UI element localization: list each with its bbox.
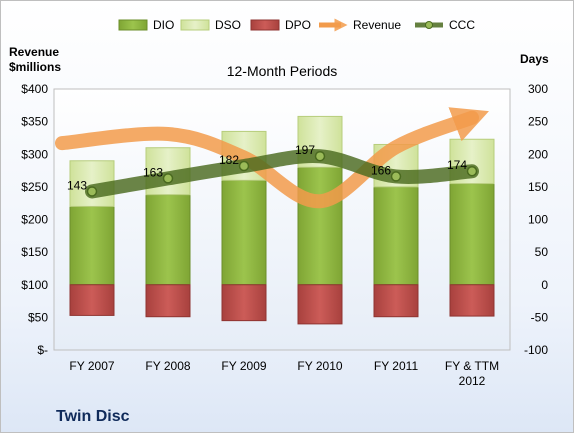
right-tick-label: 0 xyxy=(541,278,548,292)
legend-swatch xyxy=(180,19,210,31)
bar-dio-2 xyxy=(221,179,267,286)
ccc-label-2: 182 xyxy=(219,153,239,167)
legend-item-dpo: DPO xyxy=(250,18,311,32)
bar-dpo-5 xyxy=(449,284,495,317)
right-tick-label: 200 xyxy=(528,147,548,161)
right-axis-title: Days xyxy=(520,52,549,66)
right-tick-label: 150 xyxy=(528,180,548,194)
left-tick-label: $100 xyxy=(21,278,48,292)
series-lines: 143 163 182 197 166 174 xyxy=(55,107,489,209)
bar-dpo-3 xyxy=(297,284,343,325)
category-labels: FY 2007 FY 2008 FY 2009 FY 2010 FY 2011 FY & … xyxy=(69,359,499,388)
right-tick-label: 100 xyxy=(528,213,548,227)
legend-swatch xyxy=(118,19,148,31)
legend-label: DSO xyxy=(215,18,241,32)
bar-dpo-4 xyxy=(373,284,419,318)
right-axis-ticks: -100 -50 0 50 100 150 200 250 300 xyxy=(524,82,548,357)
left-tick-label: $350 xyxy=(21,115,48,129)
bar-dpo-2 xyxy=(221,284,267,322)
category-label-5: FY & TTM 2012 xyxy=(445,359,499,388)
ccc-line xyxy=(85,148,479,199)
legend-item-dso: DSO xyxy=(180,18,241,32)
legend-marker xyxy=(425,21,433,29)
ccc-label-4: 166 xyxy=(371,163,391,177)
left-tick-label: $300 xyxy=(21,147,48,161)
bar-dpo-0 xyxy=(69,284,115,316)
legend: DIO DSO DPO Revenue CCC xyxy=(118,18,475,32)
right-tick-label: -50 xyxy=(531,310,549,324)
ccc-label-3: 197 xyxy=(295,143,315,157)
bar-dio-0 xyxy=(69,205,115,286)
left-tick-label: $50 xyxy=(28,310,48,324)
left-axis-ticks: $- $50 $100 $150 $200 $250 $300 $350 $400 xyxy=(21,82,48,357)
right-tick-label: -100 xyxy=(524,343,548,357)
ccc-label-1: 163 xyxy=(143,165,163,179)
chart-title: 12-Month Periods xyxy=(227,63,338,79)
category-label-3: FY 2010 xyxy=(297,359,342,373)
right-tick-label: 300 xyxy=(528,82,548,96)
bar-dio-4 xyxy=(373,186,419,286)
category-label-2: FY 2009 xyxy=(221,359,266,373)
revenue-line xyxy=(55,107,489,209)
legend-item-dio: DIO xyxy=(118,18,174,32)
legend-label: CCC xyxy=(449,18,475,32)
legend-item-revenue: Revenue xyxy=(319,18,401,32)
left-tick-label: $- xyxy=(37,343,48,357)
ccc-point-0 xyxy=(86,186,98,197)
ccc-point-5 xyxy=(466,165,478,177)
legend-label: DPO xyxy=(285,18,311,32)
bar-dio-5 xyxy=(449,183,495,286)
category-label-4: FY 2011 xyxy=(374,359,419,373)
left-tick-label: $250 xyxy=(21,180,48,194)
bar-dio-3 xyxy=(297,166,343,286)
left-tick-label: $150 xyxy=(21,245,48,259)
ccc-point-3 xyxy=(314,150,326,162)
right-tick-label: 250 xyxy=(528,115,548,129)
left-axis-title: Revenue $millions xyxy=(9,45,61,74)
bar-dio-1 xyxy=(145,194,191,286)
legend-item-ccc: CCC xyxy=(415,18,475,32)
bars xyxy=(69,115,495,325)
ccc-point-1 xyxy=(162,173,174,184)
legend-label: Revenue xyxy=(353,18,401,32)
ccc-label-5: 174 xyxy=(447,158,467,172)
legend-swatch xyxy=(250,19,280,31)
left-tick-label: $400 xyxy=(21,82,48,96)
category-label-1: FY 2008 xyxy=(145,359,190,373)
right-tick-label: 50 xyxy=(535,245,549,259)
ccc-point-4 xyxy=(390,171,402,182)
left-tick-label: $200 xyxy=(21,213,48,227)
bar-dpo-1 xyxy=(145,284,191,318)
legend-label: DIO xyxy=(153,18,174,32)
ccc-label-0: 143 xyxy=(67,178,87,192)
ccc-point-2 xyxy=(238,160,250,172)
category-label-0: FY 2007 xyxy=(69,359,114,373)
company-name: Twin Disc xyxy=(56,408,130,425)
